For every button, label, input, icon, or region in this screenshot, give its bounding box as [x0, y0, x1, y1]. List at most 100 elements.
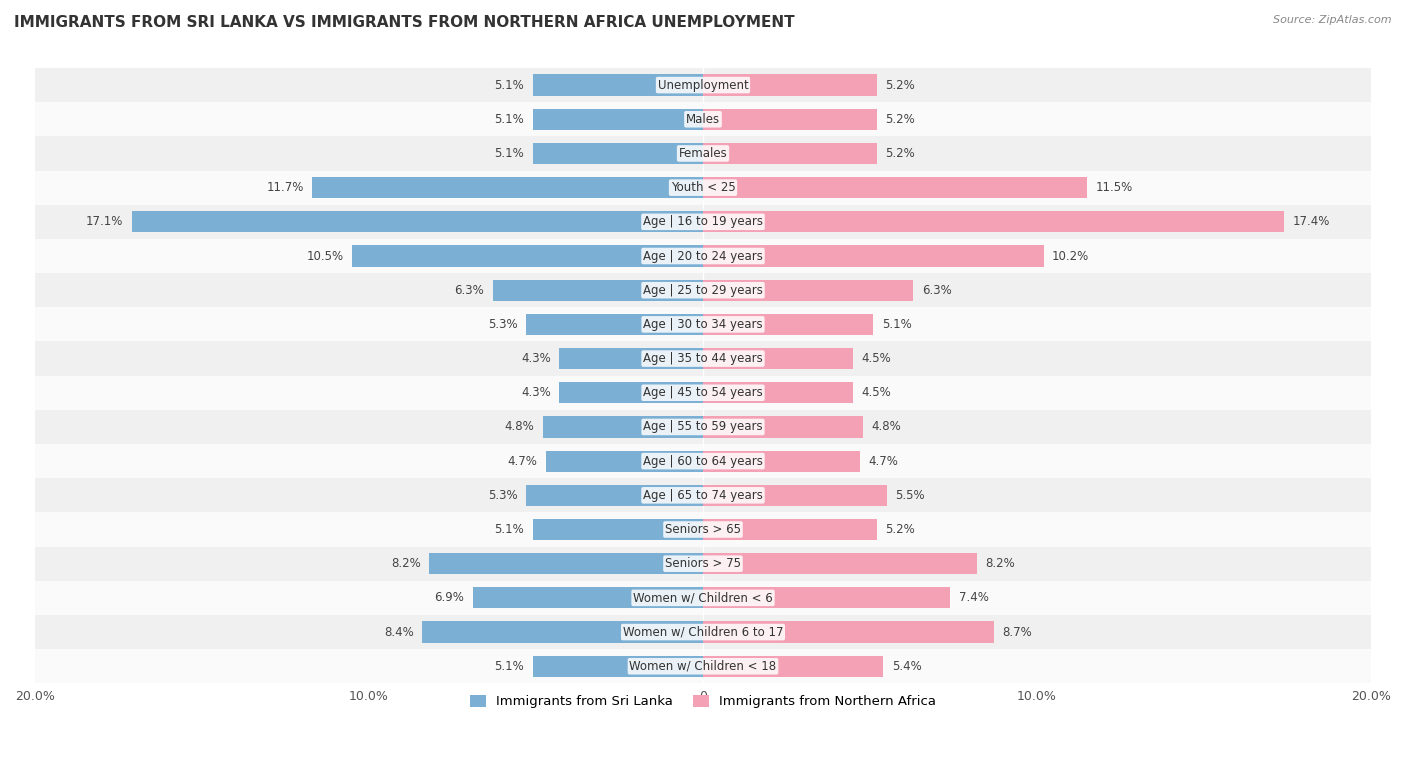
Text: Females: Females — [679, 147, 727, 160]
Text: 11.7%: 11.7% — [267, 181, 304, 194]
Text: 4.7%: 4.7% — [869, 455, 898, 468]
Text: Males: Males — [686, 113, 720, 126]
Text: 5.2%: 5.2% — [884, 523, 915, 536]
Text: 6.3%: 6.3% — [454, 284, 484, 297]
Bar — [35, 615, 1371, 650]
Text: 5.2%: 5.2% — [884, 79, 915, 92]
Bar — [35, 581, 1371, 615]
Bar — [35, 307, 1371, 341]
Text: Age | 60 to 64 years: Age | 60 to 64 years — [643, 455, 763, 468]
Text: Age | 25 to 29 years: Age | 25 to 29 years — [643, 284, 763, 297]
Bar — [703, 109, 877, 130]
Legend: Immigrants from Sri Lanka, Immigrants from Northern Africa: Immigrants from Sri Lanka, Immigrants fr… — [464, 690, 942, 714]
Text: Age | 35 to 44 years: Age | 35 to 44 years — [643, 352, 763, 365]
Text: 6.3%: 6.3% — [922, 284, 952, 297]
Bar — [703, 382, 853, 403]
Text: Women w/ Children < 18: Women w/ Children < 18 — [630, 660, 776, 673]
Text: 10.5%: 10.5% — [307, 250, 344, 263]
Bar — [533, 109, 703, 130]
Text: 5.1%: 5.1% — [495, 660, 524, 673]
Text: 4.3%: 4.3% — [522, 386, 551, 399]
Bar — [703, 245, 1043, 266]
Bar — [35, 136, 1371, 170]
Text: 5.1%: 5.1% — [495, 523, 524, 536]
Text: 4.8%: 4.8% — [872, 420, 901, 434]
Text: 4.8%: 4.8% — [505, 420, 534, 434]
Bar — [35, 68, 1371, 102]
Bar — [35, 273, 1371, 307]
Bar — [35, 170, 1371, 204]
Text: 5.1%: 5.1% — [495, 79, 524, 92]
Text: 5.2%: 5.2% — [884, 147, 915, 160]
Text: 10.2%: 10.2% — [1052, 250, 1090, 263]
Bar — [560, 382, 703, 403]
Text: Age | 16 to 19 years: Age | 16 to 19 years — [643, 215, 763, 229]
Bar — [312, 177, 703, 198]
Text: 4.5%: 4.5% — [862, 352, 891, 365]
Bar — [35, 375, 1371, 410]
Text: Unemployment: Unemployment — [658, 79, 748, 92]
Text: 8.2%: 8.2% — [391, 557, 420, 570]
Bar — [35, 444, 1371, 478]
Text: 5.1%: 5.1% — [495, 147, 524, 160]
Bar — [35, 547, 1371, 581]
Bar — [472, 587, 703, 609]
Bar — [703, 143, 877, 164]
Text: 4.7%: 4.7% — [508, 455, 537, 468]
Text: 8.2%: 8.2% — [986, 557, 1015, 570]
Text: 5.1%: 5.1% — [882, 318, 911, 331]
Bar — [35, 341, 1371, 375]
Bar — [703, 177, 1087, 198]
Text: 17.1%: 17.1% — [86, 215, 124, 229]
Text: 8.4%: 8.4% — [384, 625, 413, 639]
Text: 5.5%: 5.5% — [896, 489, 925, 502]
Text: Age | 20 to 24 years: Age | 20 to 24 years — [643, 250, 763, 263]
Text: 6.9%: 6.9% — [434, 591, 464, 604]
Bar — [560, 348, 703, 369]
Bar — [35, 410, 1371, 444]
Text: Youth < 25: Youth < 25 — [671, 181, 735, 194]
Text: 5.1%: 5.1% — [495, 113, 524, 126]
Bar — [35, 650, 1371, 684]
Text: Age | 45 to 54 years: Age | 45 to 54 years — [643, 386, 763, 399]
Bar — [703, 484, 887, 506]
Bar — [132, 211, 703, 232]
Bar — [703, 211, 1284, 232]
Bar — [422, 621, 703, 643]
Bar — [703, 519, 877, 540]
Text: 11.5%: 11.5% — [1095, 181, 1133, 194]
Bar — [533, 656, 703, 677]
Text: IMMIGRANTS FROM SRI LANKA VS IMMIGRANTS FROM NORTHERN AFRICA UNEMPLOYMENT: IMMIGRANTS FROM SRI LANKA VS IMMIGRANTS … — [14, 15, 794, 30]
Text: Age | 55 to 59 years: Age | 55 to 59 years — [643, 420, 763, 434]
Text: 5.2%: 5.2% — [884, 113, 915, 126]
Text: Women w/ Children < 6: Women w/ Children < 6 — [633, 591, 773, 604]
Bar — [353, 245, 703, 266]
Text: Seniors > 75: Seniors > 75 — [665, 557, 741, 570]
Bar — [703, 656, 883, 677]
Text: Age | 65 to 74 years: Age | 65 to 74 years — [643, 489, 763, 502]
Text: 5.4%: 5.4% — [891, 660, 921, 673]
Bar — [35, 239, 1371, 273]
Text: Women w/ Children 6 to 17: Women w/ Children 6 to 17 — [623, 625, 783, 639]
Bar — [35, 102, 1371, 136]
Bar — [429, 553, 703, 575]
Text: 4.5%: 4.5% — [862, 386, 891, 399]
Bar — [35, 512, 1371, 547]
Text: 7.4%: 7.4% — [959, 591, 988, 604]
Bar — [703, 74, 877, 95]
Text: 5.3%: 5.3% — [488, 489, 517, 502]
Bar — [533, 519, 703, 540]
Text: 8.7%: 8.7% — [1002, 625, 1032, 639]
Text: Age | 30 to 34 years: Age | 30 to 34 years — [643, 318, 763, 331]
Bar — [526, 314, 703, 335]
Text: Seniors > 65: Seniors > 65 — [665, 523, 741, 536]
Bar — [703, 587, 950, 609]
Bar — [703, 553, 977, 575]
Bar — [703, 416, 863, 438]
Bar — [703, 348, 853, 369]
Text: 4.3%: 4.3% — [522, 352, 551, 365]
Bar — [35, 204, 1371, 239]
Bar — [492, 279, 703, 301]
Bar — [533, 74, 703, 95]
Bar — [35, 478, 1371, 512]
